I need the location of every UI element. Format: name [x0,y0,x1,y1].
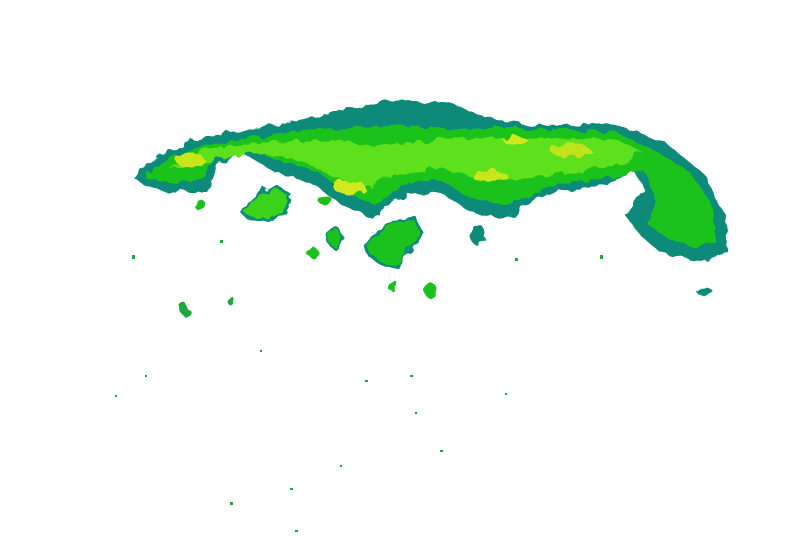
echo-peak [550,143,590,157]
echo-cell [181,304,189,316]
echo-cell [697,288,713,296]
echo-cell [194,200,206,210]
echo-cell [424,282,436,298]
echo-speck [220,240,223,243]
echo-cell [306,247,318,257]
echo-peak [176,152,204,168]
echo-cell [363,216,424,270]
echo-speck [230,502,233,505]
echo-cell [237,183,292,222]
echo-speck [340,465,342,467]
echo-speck [410,375,413,377]
echo-cell [387,279,397,291]
echo-cell [319,194,331,206]
echo-peak [334,181,366,195]
echo-peak [503,135,527,145]
echo-cell [327,227,343,249]
echo-cell [226,296,234,304]
echo-speck [260,350,262,352]
echo-cell [470,225,486,245]
precipitation [135,100,728,316]
echo-peak [472,170,508,182]
echo-speck [440,450,443,452]
echo-speck [115,395,117,397]
echo-speck [505,393,507,395]
echo-speck [132,255,135,259]
echo-speck [365,380,368,382]
echo-edge [135,100,728,262]
echo-speck [515,258,518,261]
echo-speck [290,488,293,490]
scatter-echoes [115,240,603,532]
echo-speck [600,255,603,259]
echo-core [170,138,640,188]
echo-speck [415,412,417,414]
echo-speck [145,375,147,377]
echo-speck [295,530,298,532]
